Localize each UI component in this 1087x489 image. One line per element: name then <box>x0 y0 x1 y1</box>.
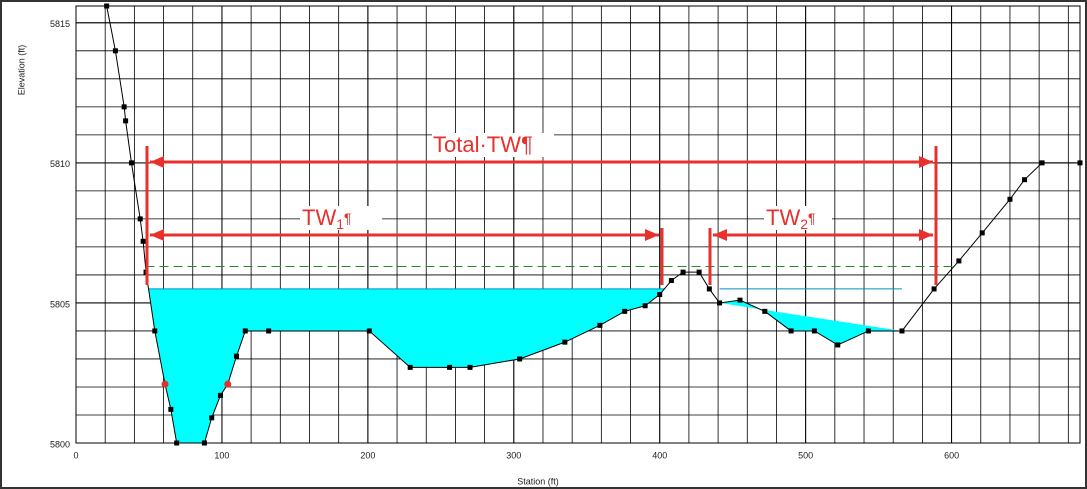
y-tick-label: 5815 <box>50 19 70 29</box>
y-axis-label: Elevation (ft) <box>16 45 26 96</box>
ground-point <box>123 118 129 124</box>
ground-point <box>137 216 143 222</box>
ground-point <box>128 160 134 166</box>
ground-point <box>642 303 648 309</box>
ground-point <box>762 308 768 314</box>
annotation: Total·TW¶ <box>433 132 533 157</box>
bank-station <box>224 380 232 388</box>
annotations: Total·TW¶ TW1¶ TW2¶ <box>145 132 938 285</box>
ground-point <box>517 356 523 362</box>
ground-point <box>717 300 723 306</box>
ground-point <box>1007 196 1013 202</box>
annotation: TW1¶ <box>302 205 352 232</box>
ground-point <box>899 328 905 334</box>
y-tick-label: 5805 <box>50 299 70 309</box>
ground-point <box>242 328 248 334</box>
ground-point <box>447 364 453 370</box>
ground-point <box>979 230 985 236</box>
ground-point <box>737 297 743 303</box>
ground-point <box>622 308 628 314</box>
x-tick-label: 200 <box>360 450 375 460</box>
ground-point <box>234 353 240 359</box>
x-tick-label: 500 <box>798 450 813 460</box>
ground-point <box>788 328 794 334</box>
y-tick-label: 5800 <box>50 439 70 449</box>
label-bg <box>764 206 832 230</box>
plot-border <box>75 5 1081 444</box>
ground-point <box>121 104 127 110</box>
water-area <box>148 288 665 443</box>
annotation: TW2¶ <box>766 205 816 232</box>
ground-point <box>956 258 962 264</box>
ground-point <box>696 269 702 275</box>
ground-point <box>597 322 603 328</box>
ground-point <box>112 48 118 54</box>
ground-point <box>668 278 674 284</box>
ground-point <box>209 415 215 421</box>
x-tick-label: 600 <box>944 450 959 460</box>
ground-point <box>680 269 686 275</box>
ground-point <box>931 286 937 292</box>
y-tick-label: 5810 <box>50 159 70 169</box>
x-tick-label: 300 <box>506 450 521 460</box>
ground-point <box>366 328 372 334</box>
ground-line <box>106 5 1080 444</box>
x-tick-label: 0 <box>73 450 78 460</box>
x-tick-label: 100 <box>214 450 229 460</box>
ground-point <box>1022 177 1028 183</box>
ground-point <box>407 364 413 370</box>
ground-point <box>467 364 473 370</box>
ground-point <box>657 292 663 298</box>
ground-point <box>1039 160 1045 166</box>
label-bg <box>300 206 382 230</box>
ground-point <box>152 328 158 334</box>
ground-point <box>217 392 223 398</box>
ground-point <box>865 328 871 334</box>
ground-point <box>168 406 174 412</box>
label-bg <box>432 133 554 157</box>
ground-point <box>706 286 712 292</box>
x-tick-label: 400 <box>652 450 667 460</box>
ground-point <box>811 328 817 334</box>
ground-point <box>835 342 841 348</box>
ground-point <box>562 339 568 345</box>
ground-point <box>266 328 272 334</box>
x-axis-label: Station (ft) <box>517 476 559 486</box>
ground-point <box>140 238 146 244</box>
bank-station <box>161 380 169 388</box>
